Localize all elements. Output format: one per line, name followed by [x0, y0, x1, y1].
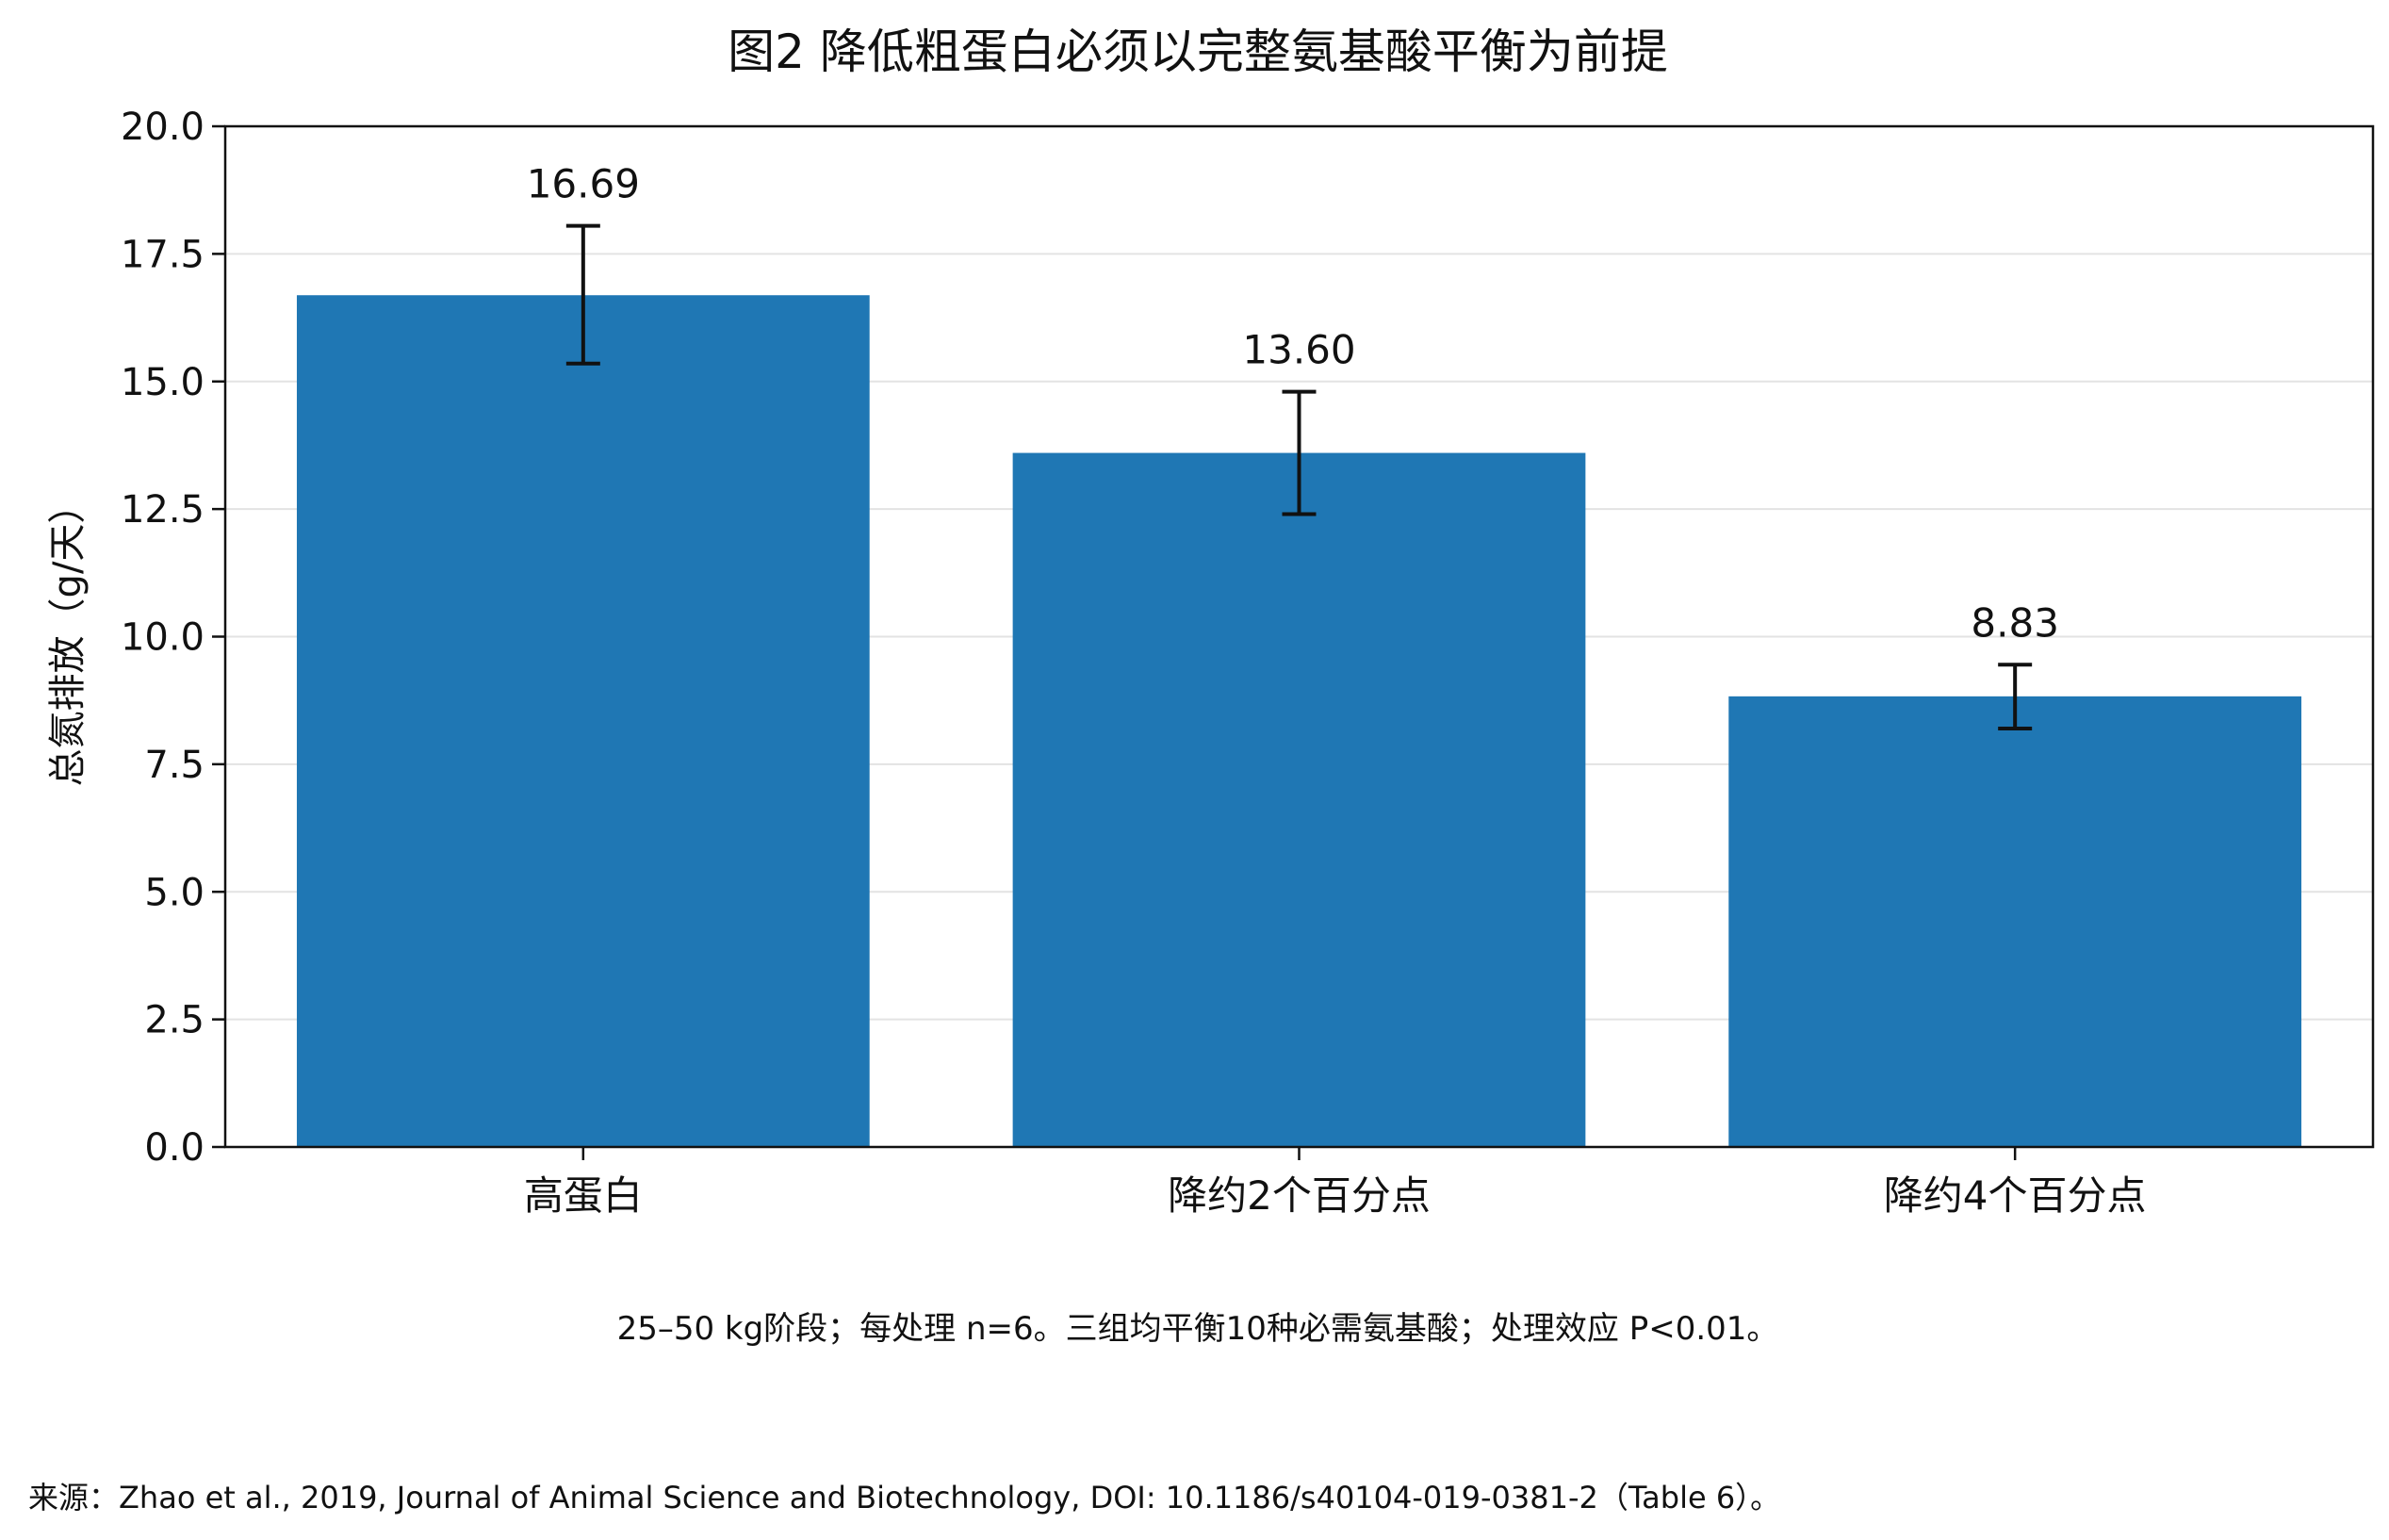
y-tick-label: 7.5 [144, 744, 205, 787]
y-axis-label: 总氮排放（g/天） [46, 486, 90, 787]
y-axis-ticks: 0.0 2.5 5.0 7.5 10.0 12.5 15.0 17.5 20.0 [121, 106, 225, 1170]
y-tick-label: 10.0 [121, 616, 205, 660]
data-labels: 16.69 13.60 8.83 [527, 161, 2059, 647]
error-bars [565, 223, 2033, 730]
x-tick-label: 高蛋白 [524, 1172, 643, 1219]
data-label: 8.83 [1971, 599, 2059, 646]
source-citation: 来源：Zhao et al., 2019, Journal of Animal … [28, 1480, 1780, 1515]
y-tick-label: 0.0 [144, 1126, 205, 1170]
data-label: 16.69 [527, 161, 640, 207]
x-tick-label: 降约4个百分点 [1884, 1172, 2147, 1219]
y-tick-label: 5.0 [144, 871, 205, 914]
chart-title: 图2 降低粗蛋白必须以完整氨基酸平衡为前提 [728, 25, 1668, 79]
bar [1728, 696, 2302, 1147]
y-tick-label: 12.5 [121, 488, 205, 532]
y-tick-label: 2.5 [144, 999, 205, 1042]
data-label: 13.60 [1242, 327, 1355, 373]
x-axis-ticks: 高蛋白 降约2个百分点 降约4个百分点 [524, 1147, 2147, 1219]
bar [1012, 452, 1586, 1147]
bars [296, 295, 2302, 1147]
x-tick-label: 降约2个百分点 [1168, 1172, 1431, 1219]
y-tick-label: 20.0 [121, 106, 205, 149]
y-tick-label: 17.5 [121, 233, 205, 276]
bar [296, 295, 870, 1147]
y-tick-label: 15.0 [121, 361, 205, 404]
chart-note: 25–50 kg阶段；每处理 n=6。三组均平衡10种必需氨基酸；处理效应 P<… [617, 1310, 1779, 1348]
